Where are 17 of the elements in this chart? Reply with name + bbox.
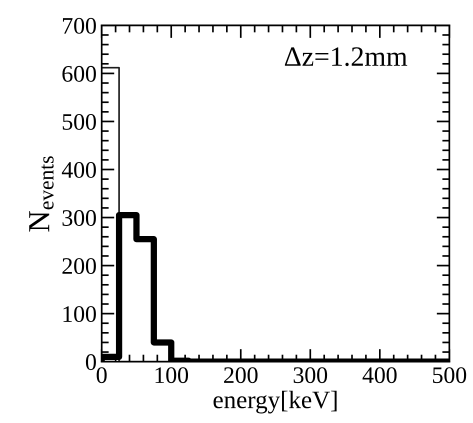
y-tick-label: 200 (62, 258, 96, 274)
y-tick-label: 400 (62, 162, 96, 178)
x-tick-label: 0 (96, 367, 107, 384)
y-tick-label: 300 (62, 210, 96, 226)
y-tick-label: 600 (62, 66, 96, 82)
x-tick-label: 200 (224, 367, 258, 384)
x-tick-label: 500 (433, 367, 466, 384)
annotation: Δz=1.2mm (284, 47, 408, 66)
x-tick-label: 400 (362, 367, 397, 384)
y-tick-label: 0 (86, 354, 96, 370)
x-tick-label: 300 (294, 367, 328, 384)
x-tick-label: 100 (156, 367, 188, 384)
y-tick-label: 700 (62, 18, 96, 34)
x-axis-title: energy[keV] (214, 390, 337, 414)
y-tick-label: 100 (63, 306, 96, 322)
y-axis-title: N$_{events}$ (29, 156, 54, 232)
y-tick-label: 500 (62, 114, 96, 130)
